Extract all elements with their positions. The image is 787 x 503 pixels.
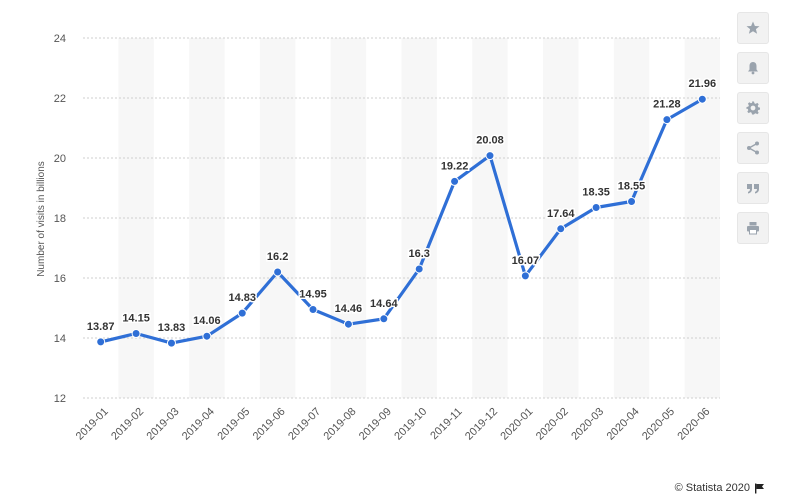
y-tick-label: 18 — [54, 213, 66, 225]
data-label: 14.64 — [370, 298, 398, 310]
data-point[interactable] — [237, 308, 247, 318]
band — [684, 38, 720, 398]
x-tick-label: 2020-05 — [640, 406, 677, 443]
data-point[interactable] — [414, 264, 424, 274]
data-label: 21.28 — [653, 99, 681, 111]
cite-button[interactable] — [737, 172, 769, 204]
y-tick-label: 16 — [54, 273, 66, 285]
data-label: 13.87 — [87, 321, 115, 333]
data-point[interactable] — [96, 337, 106, 347]
quote-icon — [747, 184, 759, 194]
data-label: 16.3 — [408, 248, 429, 260]
data-point[interactable] — [308, 305, 318, 314]
flag-icon — [755, 483, 764, 493]
y-tick-label: 20 — [54, 153, 66, 165]
gear-icon — [746, 101, 760, 115]
x-tick-label: 2020-02 — [534, 406, 571, 443]
data-label: 20.08 — [476, 135, 504, 147]
data-point[interactable] — [556, 224, 566, 234]
share-icon — [747, 141, 759, 155]
x-tick-label: 2020-04 — [605, 406, 642, 443]
data-point[interactable] — [343, 319, 353, 329]
data-point[interactable] — [131, 329, 141, 338]
data-point[interactable] — [379, 314, 389, 324]
x-tick-label: 2019-04 — [180, 406, 217, 443]
data-label: 19.22 — [441, 160, 469, 172]
data-point[interactable] — [166, 338, 176, 348]
x-tick-label: 2019-12 — [463, 406, 500, 443]
band — [472, 38, 508, 398]
band — [259, 38, 296, 398]
x-tick-label: 2019-01 — [74, 406, 111, 443]
data-label: 16.07 — [512, 255, 540, 267]
print-button[interactable] — [737, 212, 769, 244]
data-label: 17.64 — [547, 208, 575, 220]
data-label: 14.06 — [193, 315, 221, 327]
y-tick-label: 24 — [54, 33, 66, 45]
favorite-button[interactable] — [737, 12, 769, 44]
x-tick-label: 2019-08 — [322, 406, 359, 443]
x-tick-label: 2019-06 — [251, 406, 288, 443]
x-tick-label: 2020-03 — [569, 406, 606, 443]
y-tick-label: 22 — [54, 93, 66, 105]
data-point[interactable] — [273, 267, 283, 277]
data-point[interactable] — [662, 115, 672, 125]
source-credit[interactable]: © Statista 2020 — [675, 482, 765, 494]
x-tick-label: 2020-06 — [675, 406, 712, 443]
x-tick-label: 2019-11 — [428, 406, 464, 442]
data-label: 18.55 — [618, 181, 646, 193]
data-points — [96, 94, 707, 348]
data-label: 16.2 — [267, 251, 288, 263]
share-button[interactable] — [737, 132, 769, 164]
data-label: 14.95 — [299, 289, 327, 301]
x-axis-ticks: 2019-012019-022019-032019-042019-052019-… — [74, 406, 713, 443]
x-tick-label: 2019-03 — [145, 406, 182, 443]
data-label: 14.46 — [335, 303, 363, 315]
y-axis-label: Number of visits in billions — [36, 161, 47, 277]
x-tick-label: 2019-10 — [392, 406, 429, 443]
y-axis-ticks: 12 14 16 18 20 22 24 — [54, 33, 66, 405]
data-label: 13.83 — [158, 322, 186, 334]
data-labels: 13.87 14.15 13.83 14.06 14.83 16.2 14.95 14.46 1… — [85, 77, 717, 336]
x-tick-label: 2019-02 — [109, 406, 146, 443]
x-tick-label: 2020-01 — [498, 406, 535, 443]
data-point[interactable] — [520, 271, 530, 281]
data-label: 14.83 — [228, 292, 256, 304]
star-icon — [746, 21, 760, 34]
notification-button[interactable] — [737, 52, 769, 84]
credit-text: © Statista 2020 — [674, 482, 750, 494]
data-point[interactable] — [591, 203, 601, 212]
y-tick-label: 12 — [54, 393, 66, 405]
x-tick-label: 2019-09 — [357, 406, 394, 443]
data-point[interactable] — [202, 331, 212, 341]
x-tick-label: 2019-07 — [286, 406, 323, 443]
y-tick-label: 14 — [54, 333, 66, 345]
data-label: 21.96 — [689, 78, 717, 90]
data-point[interactable] — [697, 94, 707, 104]
bell-icon — [748, 62, 758, 75]
x-tick-label: 2019-05 — [215, 406, 252, 443]
data-point[interactable] — [627, 197, 637, 206]
settings-button[interactable] — [737, 92, 769, 124]
print-icon — [747, 222, 759, 235]
data-label: 14.15 — [122, 313, 150, 325]
data-point[interactable] — [485, 151, 495, 161]
data-point[interactable] — [450, 176, 460, 186]
series-line — [100, 97, 704, 345]
chart-toolbar — [737, 12, 771, 244]
data-label: 18.35 — [582, 187, 610, 199]
